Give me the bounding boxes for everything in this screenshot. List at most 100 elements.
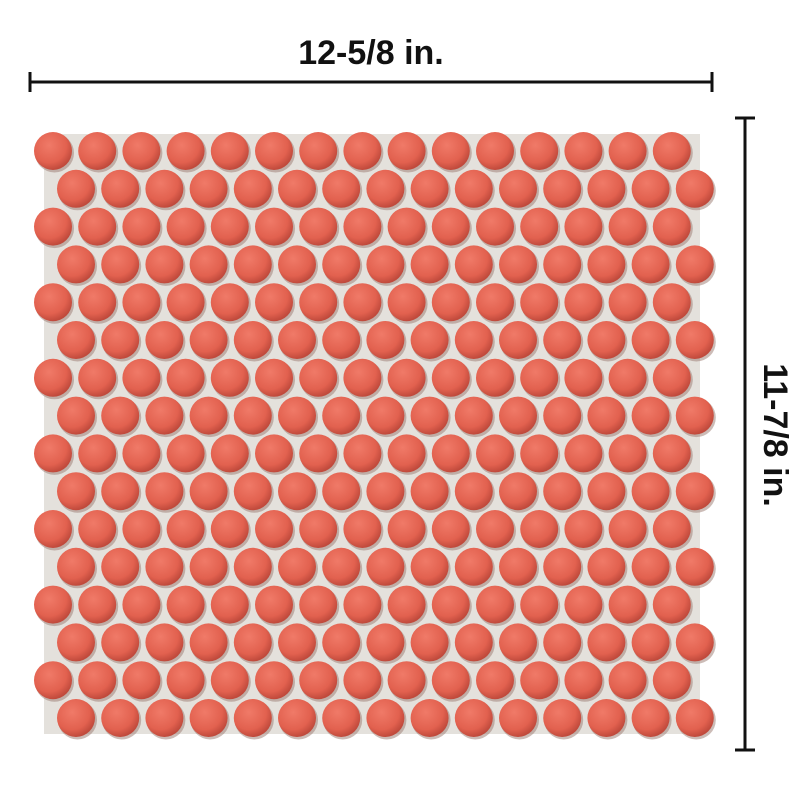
tile bbox=[255, 510, 293, 548]
tile bbox=[57, 623, 95, 662]
tile bbox=[101, 169, 140, 208]
tile bbox=[608, 434, 647, 473]
tile bbox=[587, 169, 626, 208]
tile bbox=[652, 358, 691, 397]
tile bbox=[608, 358, 647, 397]
tile bbox=[299, 510, 338, 548]
tile bbox=[233, 396, 272, 435]
tile bbox=[476, 132, 514, 170]
tile bbox=[166, 510, 205, 548]
tile bbox=[587, 623, 626, 662]
tile bbox=[543, 547, 582, 586]
tile bbox=[366, 472, 405, 511]
tile bbox=[608, 132, 647, 170]
tile bbox=[189, 396, 228, 435]
tile bbox=[210, 283, 249, 322]
tile bbox=[122, 207, 161, 246]
tile bbox=[366, 169, 405, 208]
width-label: 12-5/8 in. bbox=[298, 34, 444, 72]
tile bbox=[343, 207, 382, 246]
tile bbox=[255, 585, 293, 624]
tile bbox=[499, 396, 537, 435]
tile bbox=[299, 358, 338, 397]
tile bbox=[454, 547, 493, 586]
tile bbox=[343, 585, 382, 624]
tile bbox=[675, 699, 714, 737]
tile bbox=[410, 547, 449, 586]
tile bbox=[101, 623, 140, 662]
tile bbox=[343, 358, 382, 397]
tile bbox=[454, 472, 493, 511]
tile bbox=[34, 585, 72, 624]
tile bbox=[387, 585, 426, 624]
tile bbox=[299, 132, 338, 170]
tile bbox=[233, 547, 272, 586]
tile bbox=[166, 132, 205, 170]
tile bbox=[631, 321, 670, 359]
tile bbox=[543, 699, 582, 737]
tile bbox=[608, 661, 647, 700]
tile bbox=[343, 510, 382, 548]
tile bbox=[34, 132, 72, 170]
tile bbox=[166, 434, 205, 473]
tile bbox=[210, 434, 249, 473]
tile bbox=[431, 434, 470, 473]
tile bbox=[101, 321, 140, 359]
tile bbox=[122, 358, 161, 397]
tile bbox=[520, 358, 559, 397]
tile bbox=[520, 585, 559, 624]
tile bbox=[299, 434, 338, 473]
tile bbox=[431, 585, 470, 624]
tile bbox=[431, 358, 470, 397]
tile bbox=[322, 472, 361, 511]
tile bbox=[454, 245, 493, 284]
tile bbox=[366, 245, 405, 284]
tile bbox=[520, 510, 559, 548]
tile bbox=[122, 661, 161, 700]
tile bbox=[233, 169, 272, 208]
tile bbox=[631, 623, 670, 662]
tile bbox=[34, 434, 72, 473]
tile bbox=[322, 699, 361, 737]
tile bbox=[57, 699, 95, 737]
tile bbox=[34, 358, 72, 397]
tile bbox=[564, 661, 603, 700]
tile bbox=[631, 699, 670, 737]
tile bbox=[387, 283, 426, 322]
tile bbox=[189, 245, 228, 284]
tile bbox=[322, 169, 361, 208]
tile bbox=[387, 132, 426, 170]
tile bbox=[322, 547, 361, 586]
tile bbox=[543, 245, 582, 284]
tile bbox=[78, 358, 117, 397]
tile bbox=[278, 699, 316, 737]
tile bbox=[78, 661, 117, 700]
tile bbox=[520, 207, 559, 246]
tile bbox=[476, 358, 514, 397]
tile bbox=[255, 434, 293, 473]
tile bbox=[564, 358, 603, 397]
tile bbox=[101, 396, 140, 435]
tile bbox=[255, 283, 293, 322]
tile bbox=[564, 207, 603, 246]
tile bbox=[343, 132, 382, 170]
tile bbox=[454, 623, 493, 662]
tile bbox=[410, 321, 449, 359]
tile bbox=[675, 547, 714, 586]
tile bbox=[652, 661, 691, 700]
tile bbox=[122, 132, 161, 170]
tile bbox=[564, 510, 603, 548]
tile bbox=[476, 207, 514, 246]
tile bbox=[675, 321, 714, 359]
tile bbox=[233, 699, 272, 737]
tile bbox=[343, 434, 382, 473]
tile bbox=[78, 510, 117, 548]
tile bbox=[210, 207, 249, 246]
tile bbox=[631, 169, 670, 208]
tile bbox=[366, 699, 405, 737]
tile bbox=[57, 396, 95, 435]
tile bbox=[652, 434, 691, 473]
tile bbox=[608, 207, 647, 246]
tile bbox=[322, 623, 361, 662]
tile bbox=[189, 472, 228, 511]
